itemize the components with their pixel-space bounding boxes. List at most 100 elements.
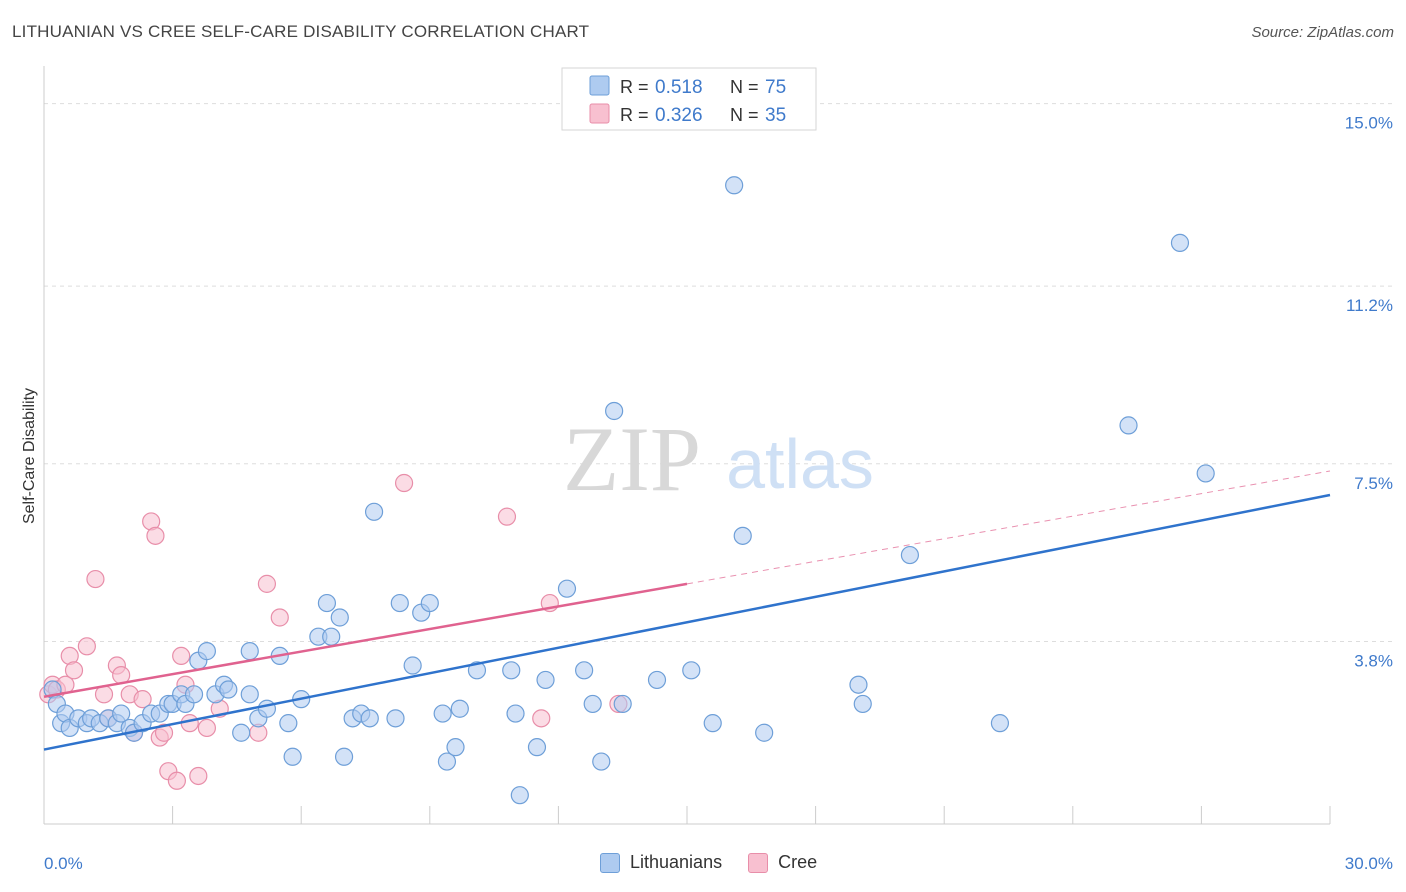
lithuanian-point xyxy=(853,694,872,714)
cree-point xyxy=(270,608,289,627)
lithuanians-trend-line xyxy=(43,493,1331,751)
legend-n-label: N = xyxy=(730,77,759,97)
cree-point xyxy=(257,574,277,593)
legend-n-value: 35 xyxy=(765,105,786,126)
lithuanian-point xyxy=(317,593,337,613)
lithuanian-point xyxy=(403,656,422,675)
legend-item-cree[interactable]: Cree xyxy=(748,852,817,873)
lithuanian-point xyxy=(733,526,752,545)
cree-point xyxy=(497,507,517,526)
lithuanian-point xyxy=(900,545,920,565)
lithuanian-point xyxy=(502,661,521,680)
gridlines xyxy=(44,103,1395,643)
y-tick-label: 11.2% xyxy=(1346,296,1393,315)
lithuanian-point xyxy=(682,661,701,680)
watermark-zip: ZIP xyxy=(563,408,701,510)
lithuanians-label: Lithuanians xyxy=(630,852,723,872)
legend-n-label: N = xyxy=(730,105,759,125)
lithuanian-point xyxy=(1119,416,1138,435)
legend-r-label: R = xyxy=(620,77,649,97)
lithuanian-points xyxy=(43,176,1215,805)
trend-lines xyxy=(43,470,1331,751)
lithuanian-point xyxy=(433,704,452,723)
cree-point xyxy=(394,473,414,493)
lithuanian-point xyxy=(322,627,341,646)
lithuanian-point xyxy=(364,502,384,521)
lithuanian-point xyxy=(184,685,204,704)
lithuanian-point xyxy=(647,670,667,690)
y-tick-label: 3.8% xyxy=(1354,652,1393,671)
legend-item-lithuanians[interactable]: Lithuanians xyxy=(600,852,722,873)
cree-trend-extension xyxy=(686,470,1331,585)
lithuanian-point xyxy=(613,694,632,714)
lithuanian-point xyxy=(232,723,251,742)
lithuanian-point xyxy=(510,786,529,805)
cree-swatch xyxy=(748,852,769,873)
lithuanian-point xyxy=(703,714,722,733)
lithuanian-point xyxy=(725,176,744,195)
cree-point xyxy=(172,646,191,666)
lithuanian-point xyxy=(536,670,555,690)
cree-label: Cree xyxy=(778,852,818,872)
legend-r-label: R = xyxy=(620,105,649,125)
y-tick-label: 7.5% xyxy=(1354,474,1393,493)
cree-point xyxy=(77,637,96,656)
legend-swatch-pink xyxy=(589,103,610,124)
y-tick-label: 15.0% xyxy=(1345,114,1393,133)
cree-point xyxy=(197,718,216,738)
lithuanian-point xyxy=(592,752,611,771)
lithuanian-point xyxy=(583,694,602,714)
cree-point xyxy=(532,709,551,728)
lithuanian-point xyxy=(467,661,487,680)
lithuanian-point xyxy=(330,608,349,627)
lithuanian-point xyxy=(527,738,547,757)
cree-point xyxy=(189,766,208,786)
lithuanian-point xyxy=(557,579,577,598)
lithuanian-point xyxy=(450,699,469,718)
bottom-legend: Lithuanians Cree xyxy=(600,852,817,873)
lithuanian-point xyxy=(279,714,298,733)
lithuanian-point xyxy=(197,642,216,661)
x-tick-label: 0.0% xyxy=(44,854,83,873)
lithuanian-point xyxy=(420,593,439,613)
y-tick-labels: 3.8% 7.5% 11.2% 15.0% xyxy=(1345,114,1393,671)
lithuanian-point xyxy=(360,709,379,728)
watermark: ZIP atlas xyxy=(563,408,874,510)
lithuanian-point xyxy=(219,680,238,699)
cree-point xyxy=(86,569,105,589)
chart-title: LITHUANIAN VS CREE SELF-CARE DISABILITY … xyxy=(12,22,590,41)
cree-point xyxy=(167,771,186,790)
y-axis-label: Self-Care Disability xyxy=(21,388,38,524)
lithuanian-point xyxy=(755,723,774,742)
legend-n-value: 75 xyxy=(765,77,786,98)
lithuanian-point xyxy=(283,747,302,766)
x-tick-labels: 0.0% 30.0% xyxy=(44,854,1393,873)
legend-swatch-blue xyxy=(589,75,610,96)
lithuanian-point xyxy=(849,675,868,694)
lithuanian-point xyxy=(575,661,594,680)
lithuanian-point xyxy=(605,401,624,421)
legend-r-value: 0.326 xyxy=(655,105,703,126)
lithuanian-point xyxy=(1170,233,1190,252)
legend-r-value: 0.518 xyxy=(655,77,703,98)
lithuanian-point xyxy=(112,704,131,723)
cree-point xyxy=(64,661,84,680)
lithuanian-point xyxy=(446,738,465,757)
watermark-atlas: atlas xyxy=(726,425,874,503)
lithuanian-point xyxy=(437,752,457,771)
lithuanian-point xyxy=(240,642,259,661)
lithuanian-point xyxy=(386,709,405,728)
lithuanian-point xyxy=(257,699,277,718)
lithuanians-swatch xyxy=(600,852,620,873)
top-legend: R = 0.518 N = 75 R = 0.326 N = 35 xyxy=(561,67,817,131)
cree-point xyxy=(133,690,152,709)
cree-point xyxy=(146,526,165,545)
x-tick-label: 30.0% xyxy=(1345,854,1393,873)
lithuanian-point xyxy=(506,704,525,723)
lithuanian-point xyxy=(240,685,259,704)
cree-trend-line xyxy=(43,582,688,698)
lithuanian-point xyxy=(990,714,1010,733)
lithuanian-point xyxy=(1196,464,1215,483)
lithuanian-point xyxy=(390,593,409,613)
